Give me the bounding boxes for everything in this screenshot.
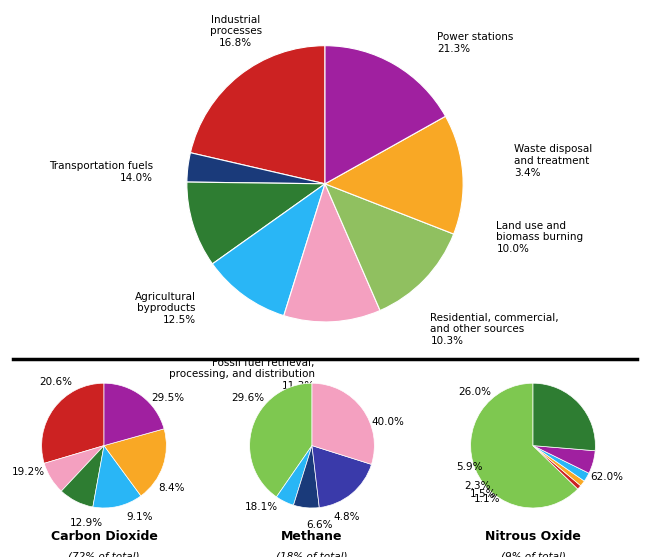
Text: Waste disposal
and treatment
3.4%: Waste disposal and treatment 3.4% <box>514 144 593 178</box>
Text: 2.3%: 2.3% <box>464 481 491 491</box>
Text: 4.8%: 4.8% <box>333 512 360 522</box>
Wedge shape <box>533 383 595 451</box>
Text: 40.0%: 40.0% <box>372 417 405 427</box>
Text: Land use and
biomass burning
10.0%: Land use and biomass burning 10.0% <box>497 221 584 254</box>
Text: 5.9%: 5.9% <box>456 462 482 472</box>
Wedge shape <box>325 116 463 234</box>
Wedge shape <box>533 446 584 486</box>
Text: 62.0%: 62.0% <box>590 472 623 482</box>
Wedge shape <box>187 182 325 264</box>
Text: 26.0%: 26.0% <box>458 387 491 397</box>
Wedge shape <box>250 383 312 497</box>
Wedge shape <box>533 446 595 473</box>
Wedge shape <box>93 446 141 508</box>
Wedge shape <box>471 383 578 508</box>
Wedge shape <box>104 429 166 496</box>
Text: Residential, commercial,
and other sources
10.3%: Residential, commercial, and other sourc… <box>430 312 559 346</box>
Text: 20.6%: 20.6% <box>39 377 72 387</box>
Text: 1.5%: 1.5% <box>469 489 496 499</box>
Wedge shape <box>325 46 445 184</box>
Text: 29.6%: 29.6% <box>231 393 264 403</box>
Wedge shape <box>294 446 319 508</box>
Text: 8.4%: 8.4% <box>159 482 185 492</box>
Text: (18% of total): (18% of total) <box>276 551 348 557</box>
Text: Fossil fuel retrieval,
processing, and distribution
11.3%: Fossil fuel retrieval, processing, and d… <box>169 358 315 391</box>
Wedge shape <box>312 383 374 465</box>
Text: (72% of total): (72% of total) <box>68 551 140 557</box>
Wedge shape <box>312 446 372 507</box>
Text: Nitrous Oxide: Nitrous Oxide <box>485 530 581 543</box>
Wedge shape <box>61 446 104 507</box>
Wedge shape <box>213 184 325 316</box>
Wedge shape <box>190 46 325 184</box>
Wedge shape <box>276 446 312 505</box>
Wedge shape <box>325 184 454 310</box>
Text: Agricultural
byproducts
12.5%: Agricultural byproducts 12.5% <box>135 292 196 325</box>
Wedge shape <box>533 446 580 489</box>
Text: 6.6%: 6.6% <box>306 520 333 530</box>
Text: Industrial
processes
16.8%: Industrial processes 16.8% <box>209 14 262 48</box>
Text: 19.2%: 19.2% <box>12 467 45 477</box>
Wedge shape <box>42 383 104 463</box>
Text: 18.1%: 18.1% <box>244 502 278 512</box>
Wedge shape <box>44 446 104 491</box>
Wedge shape <box>187 153 325 184</box>
Text: 9.1%: 9.1% <box>127 512 153 522</box>
Text: Power stations
21.3%: Power stations 21.3% <box>437 32 513 54</box>
Text: 29.5%: 29.5% <box>151 393 185 403</box>
Text: Transportation fuels
14.0%: Transportation fuels 14.0% <box>49 161 153 183</box>
Text: Methane: Methane <box>281 530 343 543</box>
Text: Carbon Dioxide: Carbon Dioxide <box>51 530 157 543</box>
Text: (9% of total): (9% of total) <box>500 551 566 557</box>
Text: 1.1%: 1.1% <box>474 494 500 504</box>
Wedge shape <box>104 383 164 446</box>
Text: 12.9%: 12.9% <box>70 519 103 529</box>
Wedge shape <box>284 184 380 322</box>
Wedge shape <box>533 446 589 481</box>
